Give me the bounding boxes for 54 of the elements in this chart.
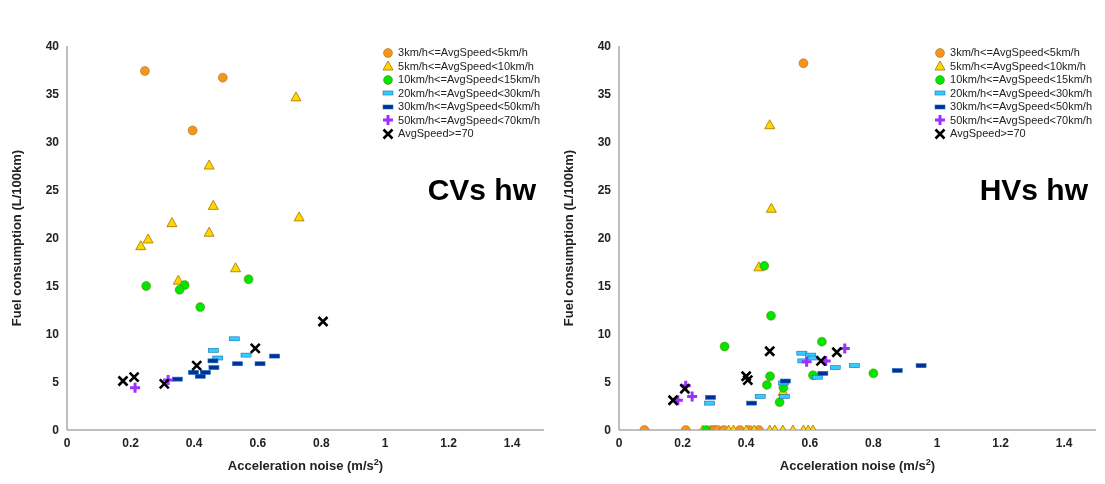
x-tick-label: 1.2 (440, 435, 458, 450)
legend-label: 10km/h<=AvgSpeed<15km/h (950, 73, 1092, 87)
y-tick-label: 5 (52, 375, 60, 390)
y-tick-label: 25 (597, 183, 612, 198)
x-tick-label: 0.6 (249, 435, 267, 450)
y-tick-label: 10 (45, 327, 60, 342)
x-tick-label: 0.4 (737, 435, 755, 450)
legend-label: 5km/h<=AvgSpeed<10km/h (398, 59, 534, 73)
legend-label: 30km/h<=AvgSpeed<50km/h (950, 100, 1092, 114)
y-tick-label: 20 (45, 231, 60, 246)
y-tick-label: 40 (45, 39, 60, 54)
x-tick-label: 0 (63, 435, 71, 450)
legend-label: 10km/h<=AvgSpeed<15km/h (398, 73, 540, 87)
y-tick-label: 10 (597, 327, 612, 342)
y-tick-label: 25 (45, 183, 60, 198)
legend-label: 3km/h<=AvgSpeed<5km/h (950, 46, 1080, 60)
y-tick-label: 15 (45, 279, 60, 294)
y-axis-title: Fuel consumption (L/100km) (8, 149, 24, 327)
x-axis-title: Acceleration noise (m/s$^{2}$) (779, 457, 936, 473)
legend-label: 20km/h<=AvgSpeed<30km/h (950, 86, 1092, 100)
legend-label: 20km/h<=AvgSpeed<30km/h (398, 86, 540, 100)
x-tick-label: 1.4 (1055, 435, 1073, 450)
y-tick-label: 20 (597, 231, 612, 246)
y-tick-label: 40 (597, 39, 612, 54)
x-tick-label: 0.8 (313, 435, 331, 450)
annotation: CVs hw (427, 172, 536, 207)
y-tick-label: 30 (597, 135, 612, 150)
y-tick-label: 0 (52, 423, 60, 438)
legend-label: 30km/h<=AvgSpeed<50km/h (398, 100, 540, 114)
x-tick-label: 0.4 (185, 435, 203, 450)
x-tick-label: 1 (933, 435, 941, 450)
x-tick-label: 0 (615, 435, 623, 450)
x-tick-label: 1.2 (992, 435, 1010, 450)
legend-label: AvgSpeed>=70 (398, 127, 474, 141)
x-tick-label: 0.2 (674, 435, 692, 450)
legend-label: 50km/h<=AvgSpeed<70km/h (398, 113, 540, 127)
y-tick-label: 30 (45, 135, 60, 150)
legend-label: 3km/h<=AvgSpeed<5km/h (398, 46, 528, 60)
x-tick-label: 1.4 (503, 435, 521, 450)
y-tick-label: 35 (597, 87, 612, 102)
y-axis-title: Fuel consumption (L/100km) (560, 149, 576, 327)
y-tick-label: 5 (604, 375, 612, 390)
x-tick-label: 0.2 (122, 435, 140, 450)
x-tick-label: 0.8 (865, 435, 883, 450)
y-tick-label: 35 (45, 87, 60, 102)
y-tick-label: 15 (597, 279, 612, 294)
x-tick-label: 0.6 (801, 435, 819, 450)
x-tick-label: 1 (381, 435, 389, 450)
y-tick-label: 0 (604, 423, 612, 438)
legend-label: 5km/h<=AvgSpeed<10km/h (950, 59, 1086, 73)
legend-label: AvgSpeed>=70 (950, 127, 1026, 141)
x-axis-title: Acceleration noise (m/s$^{2}$) (227, 457, 384, 473)
annotation: HVs hw (979, 172, 1088, 207)
legend-label: 50km/h<=AvgSpeed<70km/h (950, 113, 1092, 127)
